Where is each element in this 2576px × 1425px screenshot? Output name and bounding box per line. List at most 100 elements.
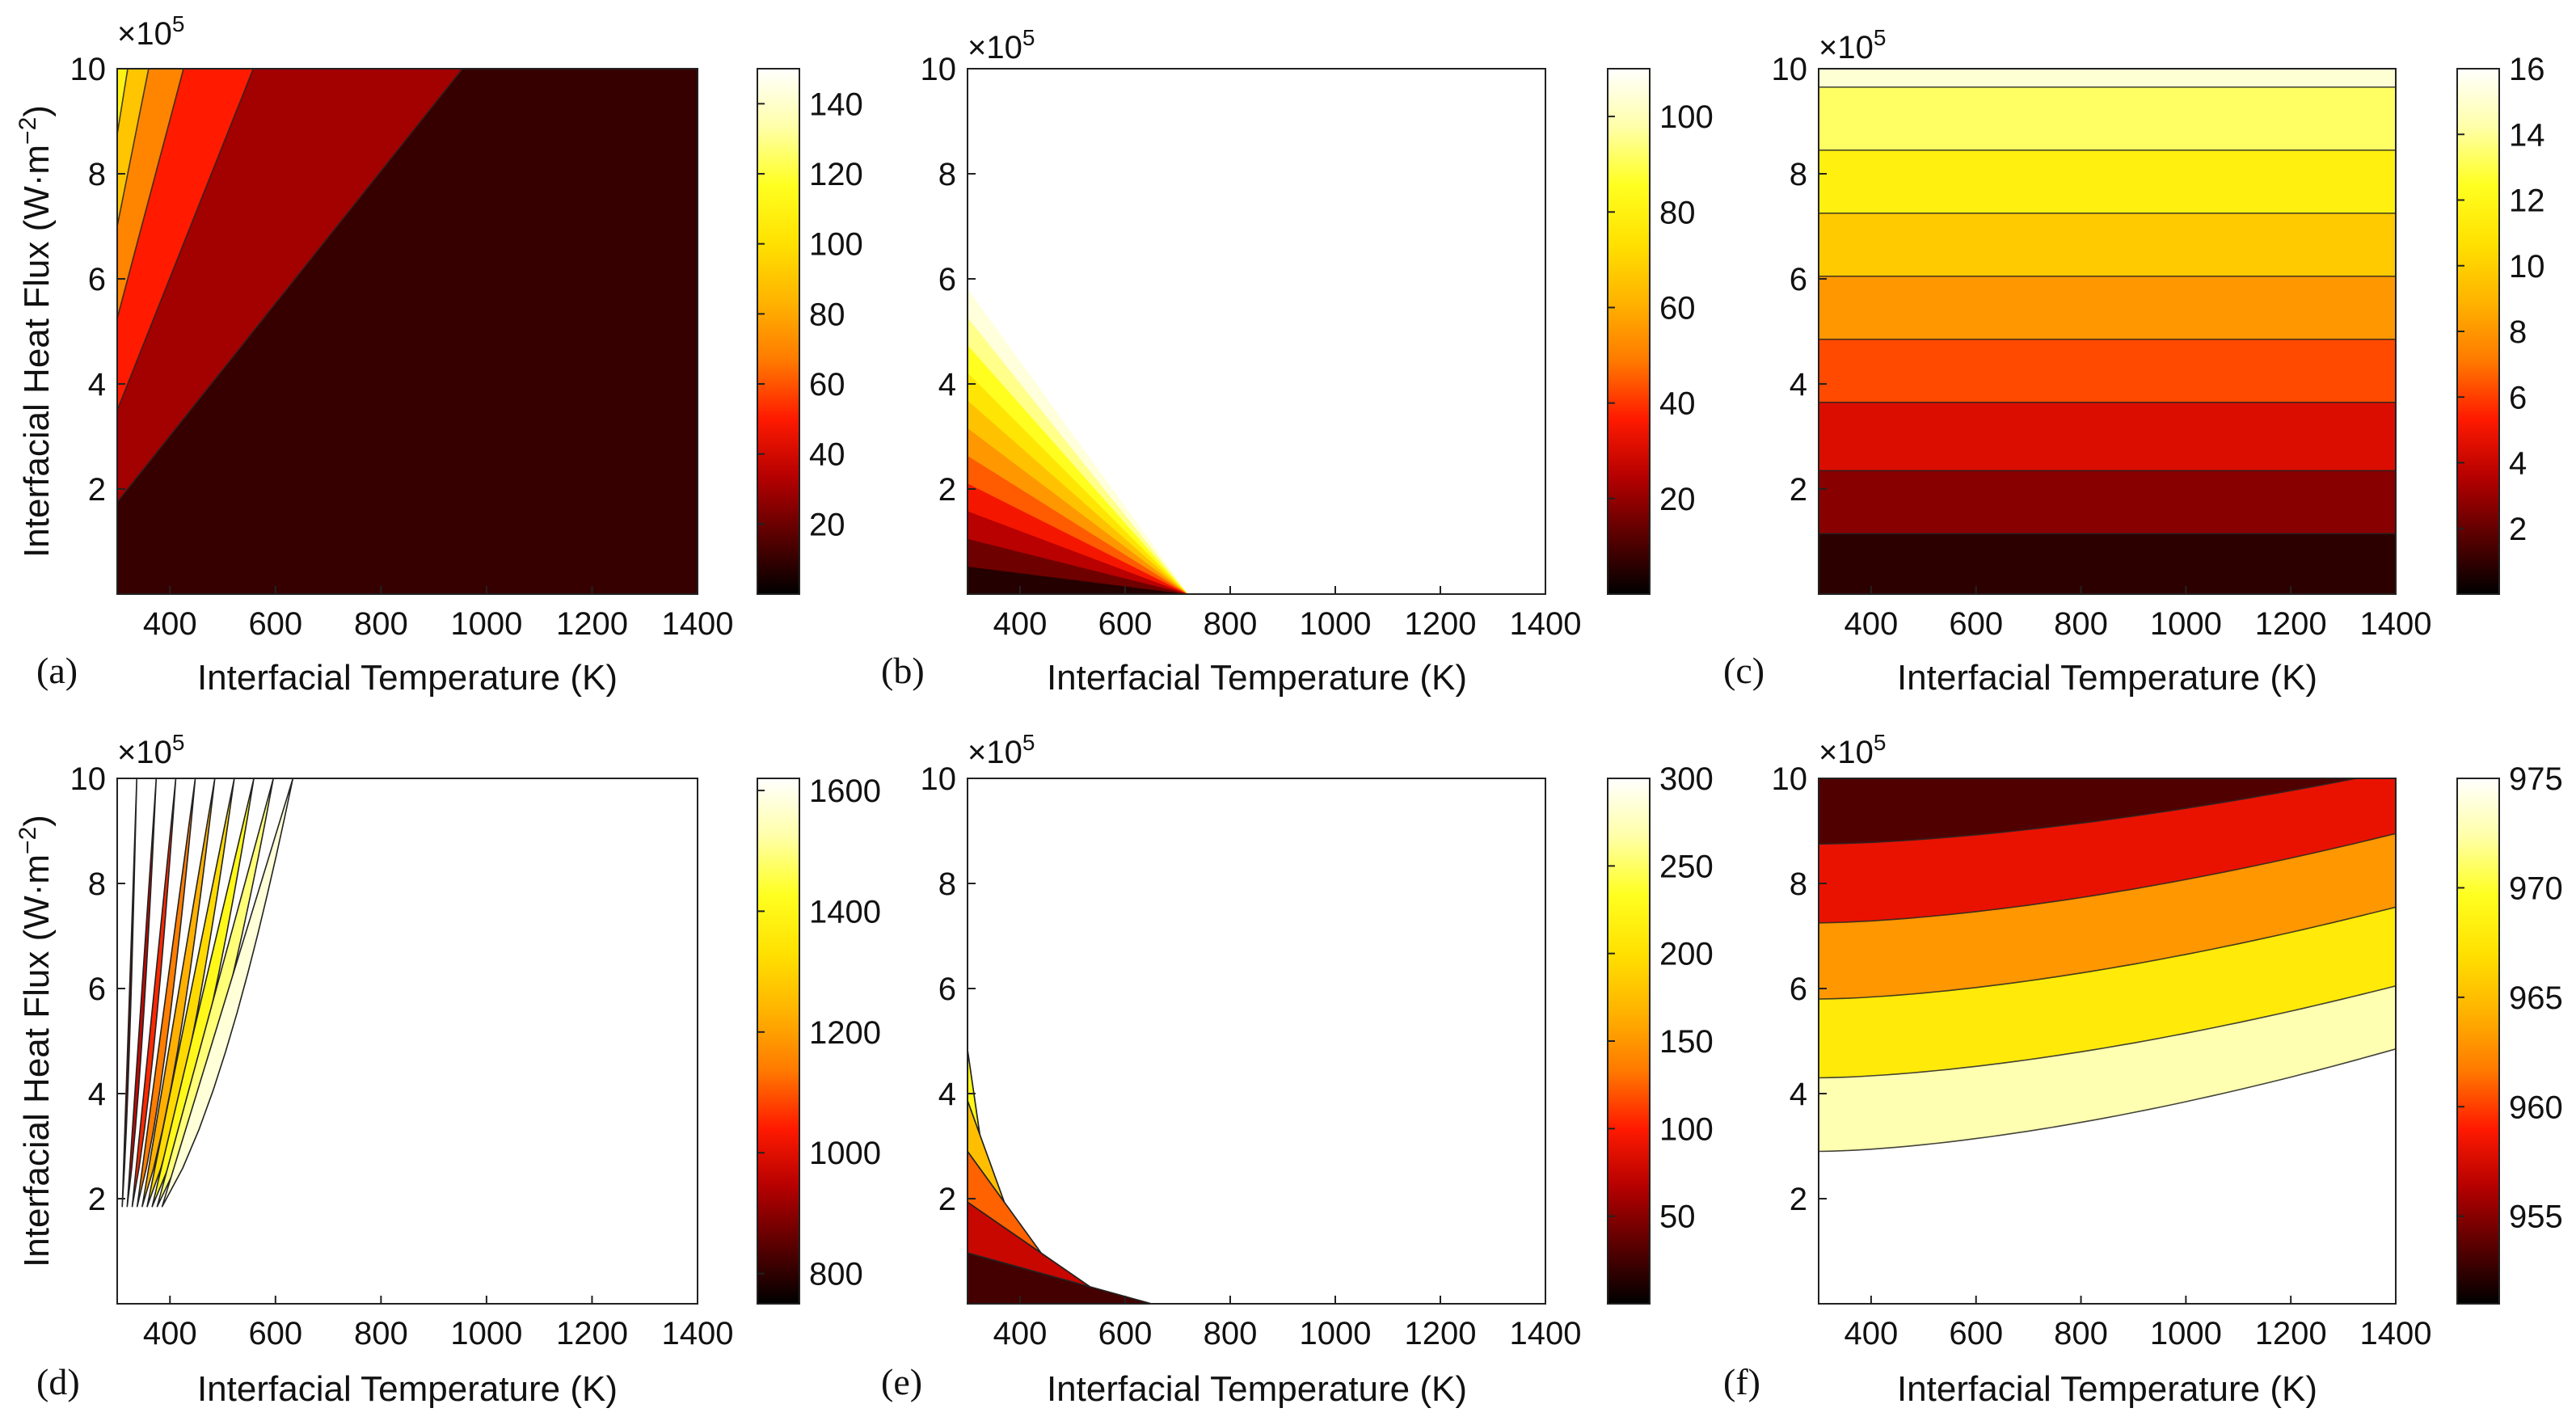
colorbar-tick-label-e-100: 100 [1659, 1111, 1714, 1147]
panel-label-b: (b) [881, 650, 925, 691]
colorbar-tick-label-e-150: 150 [1659, 1024, 1714, 1060]
y-tick-label-d-8: 8 [88, 866, 106, 902]
panel-a: 400 600 800 1000 1200 1400 2 4 6 8 10 ×105 Interfa… [15, 0, 863, 698]
colorbar-b: 20 40 60 80 100 [1607, 68, 1714, 595]
y-multiplier-b: ×105 [968, 25, 1035, 65]
contour-band-a-6 [117, 0, 698, 43]
contour-band-d-3 [131, 778, 177, 1208]
contour-band-d-9 [161, 778, 294, 1208]
ticks-f: 400 600 800 1000 1200 1400 2 4 6 8 10 [1772, 761, 2432, 1351]
colorbar-gradient-d [757, 778, 800, 1305]
y-tick-label-c-8: 8 [1790, 157, 1807, 192]
x-tick-label-c-400: 400 [1845, 606, 1899, 642]
plot-area-c [1819, 69, 2396, 594]
y-axis-label-d: Interfacial Heat Flux (W·m−2) [15, 815, 57, 1267]
contour-band-b-10 [968, 289, 1189, 594]
x-tick-label-a-1200: 1200 [556, 606, 628, 642]
x-tick-label-d-600: 600 [248, 1316, 302, 1351]
x-axis-label-b: Interfacial Temperature (K) [1047, 658, 1467, 698]
colorbar-tick-label-c-12: 12 [2509, 183, 2545, 219]
y-tick-label-b-4: 4 [938, 367, 956, 403]
colorbar-tick-label-d-1600: 1600 [809, 774, 881, 809]
colorbar-tick-label-a-60: 60 [809, 367, 845, 403]
axes-frame-e [967, 778, 1546, 1305]
y-multiplier-e: ×105 [968, 730, 1035, 770]
colorbar-tick-label-a-40: 40 [809, 437, 845, 473]
colorbar-tick-label-e-200: 200 [1659, 937, 1714, 972]
colorbar-d: 800 1000 1200 1400 1600 [757, 774, 881, 1305]
y-tick-label-b-2: 2 [938, 472, 956, 508]
x-tick-label-b-600: 600 [1098, 606, 1153, 642]
colorbar-tick-label-e-250: 250 [1659, 849, 1714, 884]
plot-area-f [1819, 778, 2396, 1153]
colorbar-tick-label-f-960: 960 [2509, 1090, 2563, 1125]
contour-line-f-0 [1819, 778, 2360, 845]
contour-band-c-6 [1819, 150, 2396, 214]
panel-b: 400 600 800 1000 1200 1400 2 4 6 8 10 ×105 Interfa… [881, 25, 1714, 698]
y-tick-label-c-6: 6 [1790, 262, 1807, 297]
y-tick-label-d-2: 2 [88, 1182, 106, 1217]
ticks-b: 400 600 800 1000 1200 1400 2 4 6 8 10 [921, 52, 1582, 642]
plot-area-e [968, 999, 1188, 1304]
x-tick-label-f-800: 800 [2054, 1316, 2108, 1351]
x-tick-label-b-1400: 1400 [1510, 606, 1582, 642]
contour-band-c-7 [1819, 86, 2396, 151]
colorbar-tick-label-a-80: 80 [809, 297, 845, 332]
colorbar-tick-label-d-1400: 1400 [809, 894, 881, 930]
x-tick-label-f-1200: 1200 [2255, 1316, 2327, 1351]
x-tick-label-a-800: 800 [354, 606, 408, 642]
colorbar-e: 50 100 150 200 250 300 [1607, 761, 1714, 1305]
ticks-a: 400 600 800 1000 1200 1400 2 4 6 8 10 [70, 52, 734, 642]
x-axis-label-a: Interfacial Temperature (K) [197, 658, 618, 698]
colorbar-tick-label-b-100: 100 [1659, 99, 1714, 135]
axes-frame-a [116, 68, 698, 595]
x-tick-label-b-1200: 1200 [1405, 606, 1477, 642]
x-tick-label-b-800: 800 [1204, 606, 1258, 642]
axes-frame-b [967, 68, 1546, 595]
x-tick-label-a-1400: 1400 [662, 606, 734, 642]
x-tick-label-f-400: 400 [1845, 1316, 1899, 1351]
x-tick-label-f-1400: 1400 [2360, 1316, 2432, 1351]
y-tick-label-f-8: 8 [1790, 866, 1807, 902]
x-axis-label-e: Interfacial Temperature (K) [1047, 1369, 1467, 1409]
contour-band-e-3 [968, 1150, 1116, 1304]
panel-label-c: (c) [1723, 650, 1764, 691]
contour-band-e-5 [968, 1252, 1188, 1304]
axes-frame-d [116, 778, 698, 1305]
x-tick-label-c-1200: 1200 [2255, 606, 2327, 642]
y-tick-label-d-10: 10 [70, 761, 107, 797]
y-tick-label-f-6: 6 [1790, 972, 1807, 1007]
y-tick-label-e-6: 6 [938, 972, 956, 1007]
y-tick-label-e-8: 8 [938, 866, 956, 902]
x-tick-label-e-600: 600 [1098, 1316, 1153, 1351]
y-tick-label-e-2: 2 [938, 1182, 956, 1217]
contour-band-c-0 [1819, 533, 2396, 594]
panel-d: 400 600 800 1000 1200 1400 2 4 6 8 10 ×105 Interfa… [15, 730, 881, 1409]
y-tick-label-b-8: 8 [938, 157, 956, 192]
contour-band-c-4 [1819, 276, 2396, 340]
contour-band-c-8 [1819, 69, 2396, 88]
y-tick-label-b-10: 10 [921, 52, 957, 87]
axes-frame-c [1818, 68, 2397, 595]
contour-band-c-3 [1819, 339, 2396, 403]
x-tick-label-b-1000: 1000 [1300, 606, 1372, 642]
colorbar-tick-label-c-6: 6 [2509, 380, 2527, 415]
contour-band-c-5 [1819, 213, 2396, 277]
panel-e: 400 600 800 1000 1200 1400 2 4 6 8 10 ×105 Interfa… [881, 730, 1714, 1409]
x-tick-label-e-400: 400 [993, 1316, 1048, 1351]
x-axis-label-d: Interfacial Temperature (K) [197, 1369, 618, 1409]
x-tick-label-c-800: 800 [2054, 606, 2108, 642]
contour-line-f-4 [1819, 1048, 2396, 1153]
x-tick-label-f-1000: 1000 [2150, 1316, 2222, 1351]
colorbar-c: 2 4 6 8 10 12 14 16 [2456, 52, 2545, 595]
x-tick-label-e-1200: 1200 [1405, 1316, 1477, 1351]
ticks-c: 400 600 800 1000 1200 1400 2 4 6 8 10 [1772, 52, 2432, 642]
y-tick-label-c-4: 4 [1790, 367, 1807, 403]
panel-label-a: (a) [36, 650, 78, 691]
contour-line-a-120 [117, 0, 698, 43]
plot-area-d [117, 778, 294, 1208]
ticks-e: 400 600 800 1000 1200 1400 2 4 6 8 10 [921, 761, 1582, 1351]
colorbar-tick-label-a-120: 120 [809, 157, 863, 192]
ticks-d: 400 600 800 1000 1200 1400 2 4 6 8 10 [70, 761, 734, 1351]
x-tick-label-d-400: 400 [143, 1316, 197, 1351]
